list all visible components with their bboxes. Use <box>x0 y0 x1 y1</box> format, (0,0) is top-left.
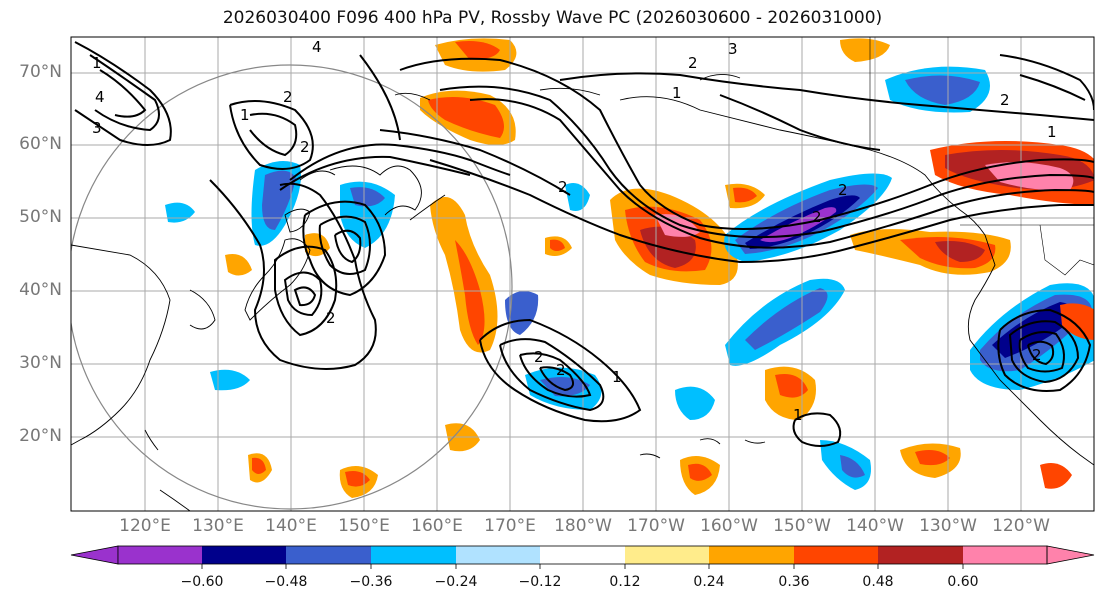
positive-anomaly-small-6-core <box>550 239 565 251</box>
lon-tick-160w: 160°W <box>700 516 758 536</box>
lon-tick-150e: 150°E <box>338 516 390 536</box>
colorbar-label: −0.60 <box>180 574 224 590</box>
contour-label: 2 <box>534 348 544 366</box>
reference-circle <box>71 64 513 510</box>
chart-title: 2026030400 F096 400 hPa PV, Rossby Wave … <box>222 8 883 28</box>
pv-contours <box>74 41 1094 447</box>
positive-anomaly-small-1-core <box>775 374 808 398</box>
colorbar-bin <box>709 546 794 564</box>
colorbar-extend-low <box>70 545 119 565</box>
negative-anomaly-hawaii-n-core <box>745 288 828 350</box>
colorbar-bin <box>540 546 625 564</box>
negative-anomaly-kuril-core <box>350 187 385 207</box>
positive-anomaly-small-10-core <box>252 457 266 474</box>
lon-tick-170e: 170°E <box>484 516 536 536</box>
colorbar <box>70 545 1095 569</box>
lon-tick-130e: 130°E <box>192 516 244 536</box>
positive-anomaly-okhotsk-core <box>428 96 504 138</box>
lon-tick-170w: 170°W <box>627 516 685 536</box>
contour-label: 2 <box>556 361 566 379</box>
colorbar-label: 0.48 <box>862 574 894 590</box>
lon-tick-140w: 140°W <box>846 516 904 536</box>
positive-anomaly-small-11 <box>1040 462 1072 489</box>
contour-label: 1 <box>1047 123 1057 141</box>
contour-label: 4 <box>95 88 105 106</box>
negative-anomaly-subtropic-core <box>840 455 865 478</box>
positive-anomaly-small-7-core <box>733 187 757 203</box>
contour-label: 3 <box>92 119 102 137</box>
lon-tick-130w: 130°W <box>919 516 977 536</box>
negative-anomaly-small-2 <box>210 369 250 391</box>
positive-anomaly-small-3-core <box>915 450 950 466</box>
lon-tick-150w: 150°W <box>773 516 831 536</box>
colorbar-bin <box>118 546 202 564</box>
colorbar-label: −0.12 <box>518 574 562 590</box>
positive-anomaly-gulf-peak <box>655 214 700 237</box>
positive-anomaly-small-12 <box>840 38 890 62</box>
contour-label: 2 <box>1000 91 1010 109</box>
contour-label: 2 <box>1032 346 1042 364</box>
colorbar-label: 0.24 <box>693 574 725 590</box>
contour-label: 2 <box>326 309 336 327</box>
lon-tick-160e: 160°E <box>411 516 463 536</box>
colorbar-bin <box>794 546 878 564</box>
lon-tick-140e: 140°E <box>265 516 317 536</box>
contour-label: 2 <box>688 54 698 72</box>
lat-tick-60n: 60°N <box>19 134 62 154</box>
contour-label: 3 <box>728 40 738 58</box>
negative-anomaly-alaska-core <box>905 75 980 105</box>
colorbar-bin <box>878 546 963 564</box>
negative-anomaly-small-1 <box>675 386 715 420</box>
contour-label: 1 <box>612 368 622 386</box>
contour-label: 2 <box>283 88 293 106</box>
colorbar-label: −0.36 <box>349 574 393 590</box>
lon-tick-120e: 120°E <box>119 516 171 536</box>
lat-tick-40n: 40°N <box>19 280 62 300</box>
contour-label: 4 <box>312 38 322 56</box>
negative-anomaly-central <box>505 291 539 335</box>
contour-label: 2 <box>300 138 310 156</box>
contour-label: 2 <box>838 181 848 199</box>
lon-tick-180w: 180°W <box>554 516 612 536</box>
colorbar-label: −0.48 <box>264 574 308 590</box>
lat-tick-30n: 30°N <box>19 353 62 373</box>
colorbar-bin <box>456 546 540 564</box>
borders <box>869 37 1094 276</box>
negative-anomaly-small-4 <box>565 182 590 211</box>
map-plot-area: 1 4 3 1 2 2 4 2 2 2 1 3 2 1 2 2 2 2 1 2 … <box>71 37 1094 511</box>
lat-tick-50n: 50°N <box>19 207 62 227</box>
colorbar-label: 0.60 <box>947 574 979 590</box>
colorbar-label: −0.24 <box>434 574 478 590</box>
contour-label: 1 <box>240 106 250 124</box>
colorbar-frame <box>117 545 1048 565</box>
contour-label: 2 <box>558 178 568 196</box>
colorbar-label: 0.36 <box>778 574 810 590</box>
contour-label: 1 <box>793 406 803 424</box>
positive-anomaly-arctic-core <box>455 41 500 60</box>
positive-anomaly-streamer-core <box>455 240 485 345</box>
colorbar-extend-high <box>1046 545 1095 565</box>
colorbar-bin <box>286 546 371 564</box>
colorbar-bin <box>963 546 1047 564</box>
colorbar-bin <box>202 546 286 564</box>
contour-label: 1 <box>672 84 682 102</box>
lat-tick-20n: 20°N <box>19 426 62 446</box>
contour-label: 2 <box>812 208 822 226</box>
positive-anomaly-gulf-max <box>640 226 696 268</box>
lon-tick-120w: 120°W <box>992 516 1050 536</box>
plot-frame <box>70 36 1095 512</box>
colorbar-bin <box>625 546 709 564</box>
contour-label: 1 <box>92 54 102 72</box>
positive-anomaly-small-13 <box>1060 303 1094 340</box>
coastlines <box>71 74 1094 511</box>
positive-anomaly-small-2-core <box>688 463 712 481</box>
positive-anomaly-small-8 <box>225 254 252 276</box>
colorbar-bin <box>371 546 456 564</box>
negative-anomaly-california-core <box>992 302 1074 358</box>
lat-tick-70n: 70°N <box>19 62 62 82</box>
colorbar-label: 0.12 <box>609 574 641 590</box>
